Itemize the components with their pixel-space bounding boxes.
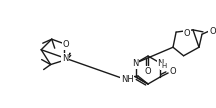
Text: O: O [170,67,176,75]
Text: H: H [161,64,166,70]
Text: O: O [145,67,151,75]
Text: NH: NH [121,75,133,83]
Text: N: N [157,59,164,68]
Text: N: N [132,59,138,68]
Text: O: O [63,40,69,49]
Text: N: N [62,54,68,63]
Text: O: O [184,29,190,37]
Text: OH: OH [209,27,216,36]
